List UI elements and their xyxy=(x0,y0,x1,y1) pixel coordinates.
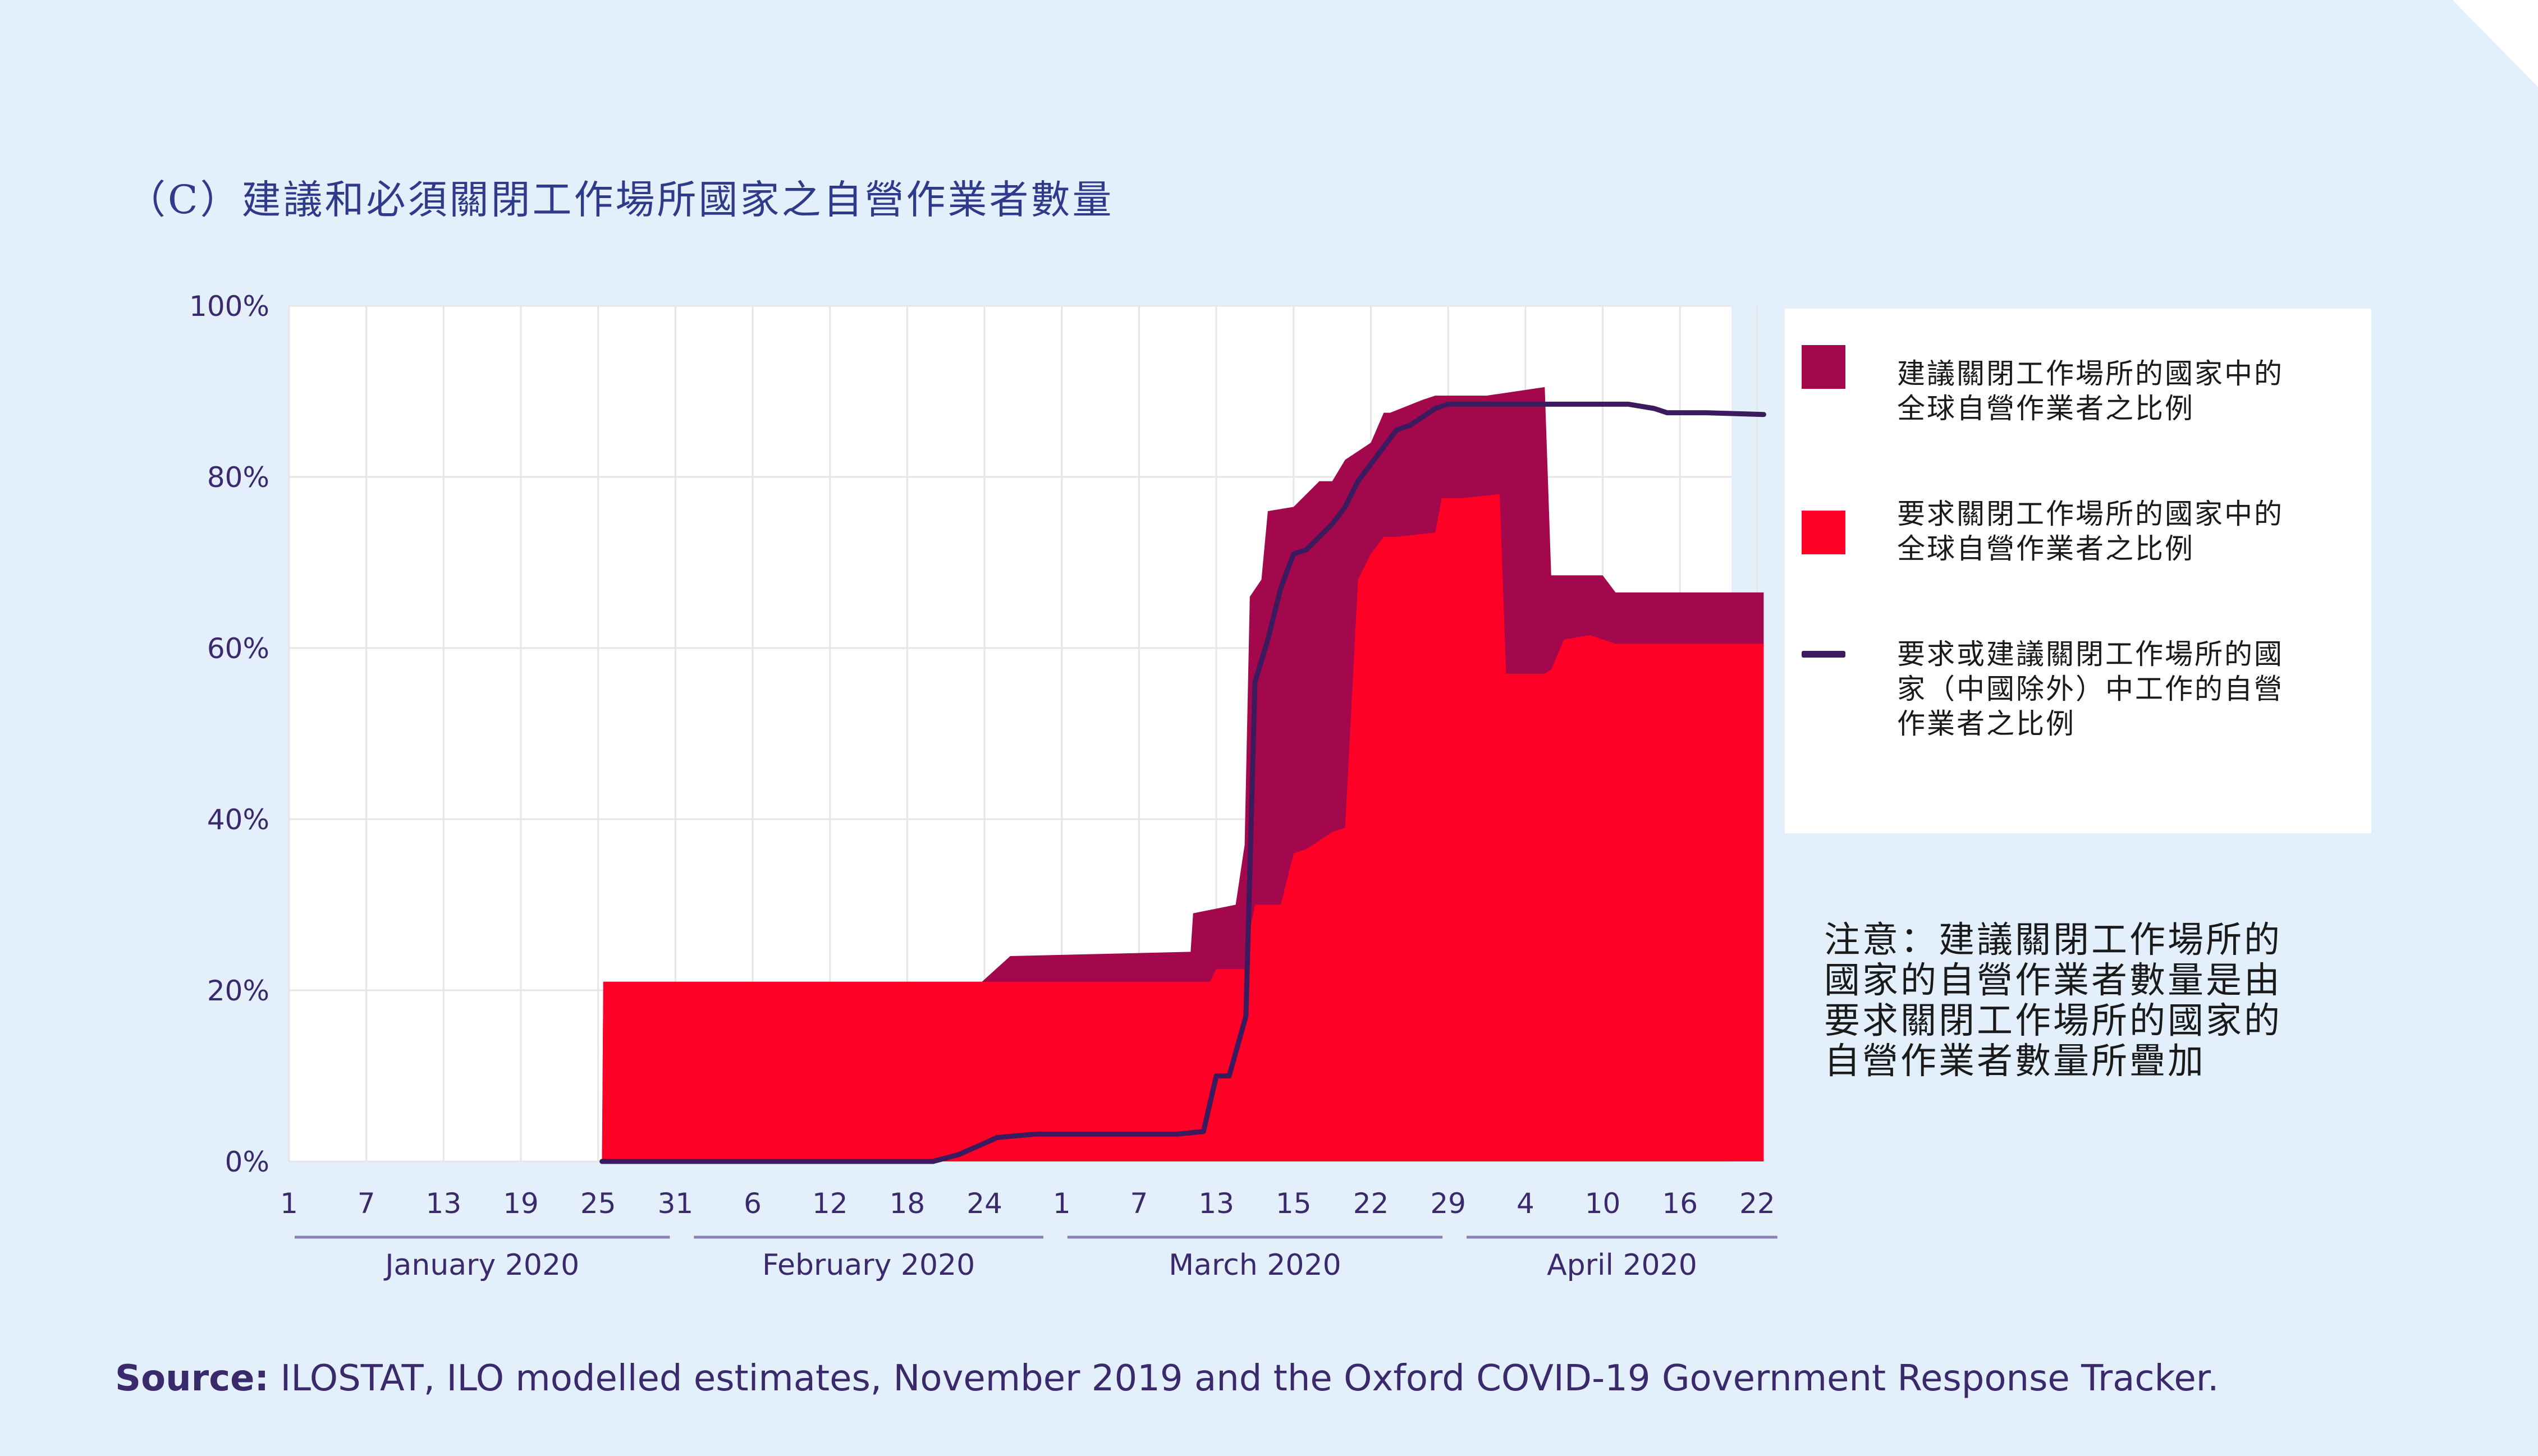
legend-label-line: 作業者之比例 xyxy=(1897,708,2076,740)
legend-label-line-series: 要求或建議關閉工作場所的國 家（中國除外）中工作的自營 作業者之比例 xyxy=(1897,637,2346,741)
x-tick-label: 6 xyxy=(744,1187,762,1220)
area-series-required xyxy=(602,494,1764,1161)
source-text: ILOSTAT, ILO modelled estimates, Novembe… xyxy=(269,1358,2219,1399)
month-label: March 2020 xyxy=(1169,1248,1341,1282)
x-tick-label: 18 xyxy=(890,1187,926,1220)
legend-label-line: 全球自營作業者之比例 xyxy=(1897,532,2195,565)
legend-swatch-advised xyxy=(1802,345,1845,389)
x-tick-label: 1 xyxy=(280,1187,298,1220)
y-tick-label: 100% xyxy=(189,290,269,323)
note-line: 注意：建議關閉工作場所的 xyxy=(1824,920,2282,961)
legend-label-required: 要求關閉工作場所的國家中的 全球自營作業者之比例 xyxy=(1897,497,2346,566)
x-tick-label: 7 xyxy=(1130,1187,1148,1220)
x-tick-label: 7 xyxy=(358,1187,375,1220)
x-tick-label: 19 xyxy=(503,1187,539,1220)
legend-swatch-required xyxy=(1802,511,1845,554)
note-line: 要求關閉工作場所的國家的 xyxy=(1824,1000,2282,1042)
area-series-group xyxy=(602,387,1764,1161)
x-tick-label: 10 xyxy=(1585,1187,1621,1220)
x-tick-label: 29 xyxy=(1430,1187,1466,1220)
y-tick-label: 40% xyxy=(207,803,269,836)
legend-label-line: 全球自營作業者之比例 xyxy=(1897,392,2195,425)
x-axis: 1 7 13 19 25 31 6 12 18 24 1 7 13 15 22 29 4 10 16 22 xyxy=(280,1187,1775,1220)
note-line: 國家的自營作業者數量是由 xyxy=(1824,960,2282,1002)
y-tick-label: 20% xyxy=(207,975,269,1007)
x-tick-label: 12 xyxy=(812,1187,848,1220)
y-axis: 0% 20% 40% 60% 80% 100% xyxy=(189,290,269,1178)
y-tick-label: 0% xyxy=(225,1146,269,1178)
x-tick-label: 4 xyxy=(1517,1187,1534,1220)
y-tick-label: 80% xyxy=(207,461,269,494)
legend-label-line: 家（中國除外）中工作的自營 xyxy=(1897,673,2284,705)
line-series-group xyxy=(599,401,1766,1164)
legend-label-advised: 建議關閉工作場所的國家中的 全球自營作業者之比例 xyxy=(1897,356,2346,426)
x-tick-label: 1 xyxy=(1053,1187,1071,1220)
legend: 建議關閉工作場所的國家中的 全球自營作業者之比例 要求關閉工作場所的國家中的 全… xyxy=(1785,309,2371,833)
x-tick-label: 22 xyxy=(1739,1187,1775,1220)
source-citation: Source: ILOSTAT, ILO modelled estimates,… xyxy=(115,1358,2219,1399)
month-label: February 2020 xyxy=(762,1248,975,1282)
line-series-any-closure xyxy=(599,401,1766,1164)
source-label: Source: xyxy=(115,1358,269,1399)
x-tick-label: 24 xyxy=(966,1187,1002,1220)
legend-line-marker xyxy=(1802,651,1845,658)
x-tick-label: 13 xyxy=(1198,1187,1234,1220)
month-label: April 2020 xyxy=(1547,1248,1697,1282)
x-tick-label: 25 xyxy=(580,1187,616,1220)
x-tick-label: 16 xyxy=(1662,1187,1698,1220)
x-tick-label: 13 xyxy=(426,1187,462,1220)
month-label: January 2020 xyxy=(383,1248,579,1282)
legend-label-line: 要求或建議關閉工作場所的國 xyxy=(1897,638,2284,670)
note-line: 自營作業者數量所疊加 xyxy=(1824,1041,2206,1082)
month-axis: January 2020 February 2020 March 2020 April… xyxy=(295,1235,1777,1282)
legend-label-line: 要求關閉工作場所的國家中的 xyxy=(1897,498,2284,530)
x-tick-label: 31 xyxy=(658,1187,694,1220)
x-tick-label: 15 xyxy=(1276,1187,1312,1220)
chart-title: （C）建議和必須關閉工作場所國家之自營作業者數量 xyxy=(126,177,1114,223)
note-text: 注意：建議關閉工作場所的 國家的自營作業者數量是由 要求關閉工作場所的國家的 自… xyxy=(1824,920,2385,1082)
x-tick-label: 22 xyxy=(1353,1187,1389,1220)
legend-label-line: 建議關閉工作場所的國家中的 xyxy=(1897,357,2284,390)
y-tick-label: 60% xyxy=(207,632,269,665)
